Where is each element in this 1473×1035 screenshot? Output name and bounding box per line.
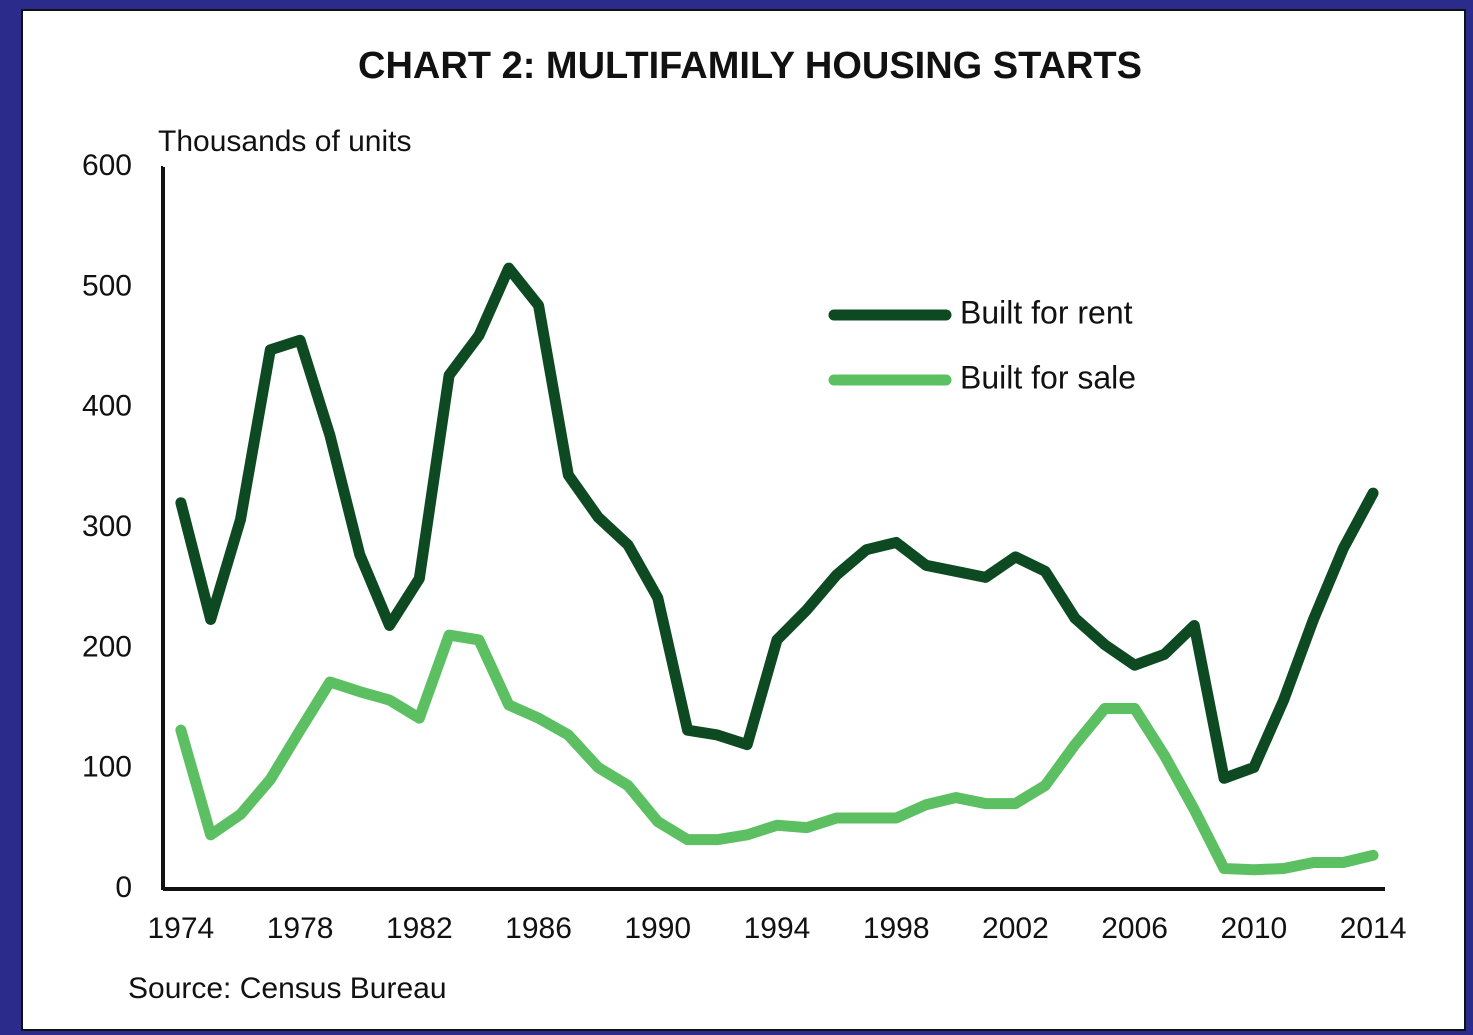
series-line xyxy=(175,262,1379,784)
x-tick-label: 2006 xyxy=(1101,912,1168,945)
x-tick-label: 1994 xyxy=(744,912,811,945)
y-tick-label: 200 xyxy=(82,630,132,663)
source-note: Source: Census Bureau xyxy=(128,972,447,1005)
x-tick-label: 1990 xyxy=(624,912,691,945)
x-tick-label: 1974 xyxy=(148,912,215,945)
y-axis-label: Thousands of units xyxy=(158,125,412,158)
y-tick-label: 400 xyxy=(82,390,132,423)
x-tick-label: 1998 xyxy=(863,912,930,945)
series-line xyxy=(175,629,1379,876)
legend-label: Built for sale xyxy=(960,359,1136,395)
y-tick-label: 300 xyxy=(82,510,132,543)
y-tick-label: 500 xyxy=(82,269,132,302)
x-tick-label: 1982 xyxy=(386,912,453,945)
legend-label: Built for rent xyxy=(960,294,1133,330)
x-tick-label: 2014 xyxy=(1340,912,1407,945)
y-tick-label: 0 xyxy=(115,871,132,904)
x-tick-label: 1986 xyxy=(505,912,572,945)
x-tick-label: 2002 xyxy=(982,912,1049,945)
chart-title: CHART 2: MULTIFAMILY HOUSING STARTS xyxy=(358,45,1142,87)
x-tick-label: 2010 xyxy=(1220,912,1287,945)
x-tick-label: 1978 xyxy=(267,912,334,945)
y-tick-label: 600 xyxy=(82,149,132,182)
y-tick-label: 100 xyxy=(82,751,132,784)
